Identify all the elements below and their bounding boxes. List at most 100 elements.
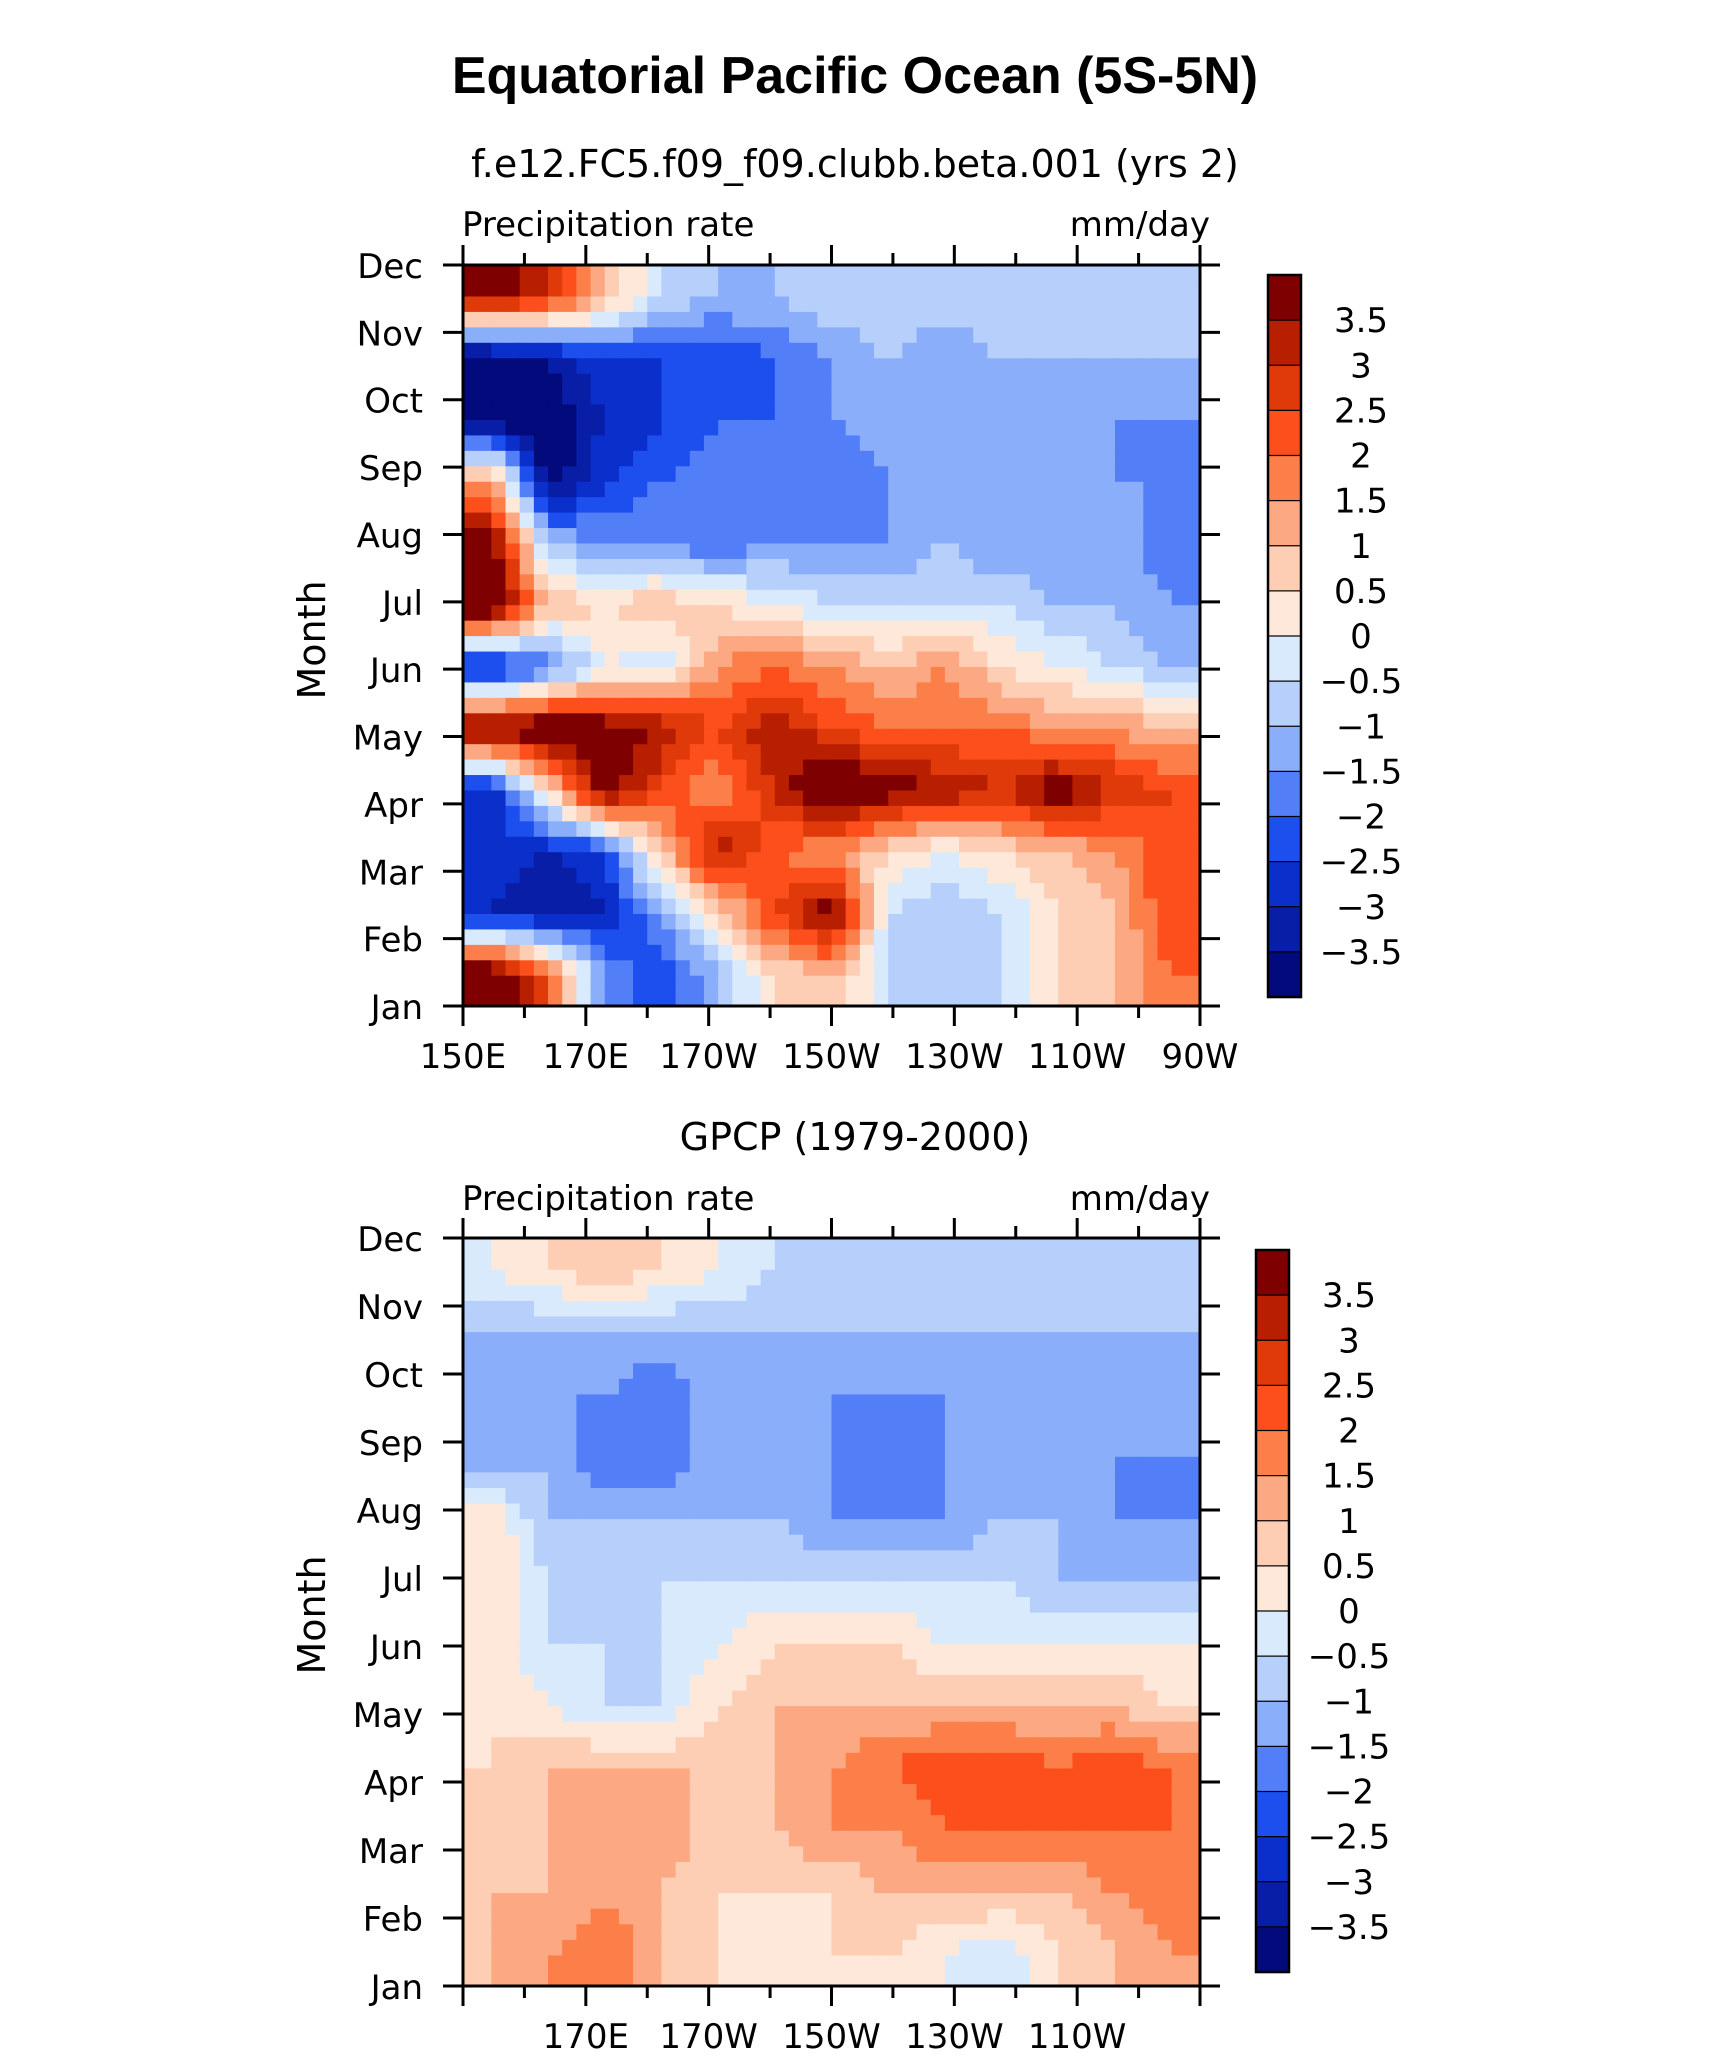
contour-cell bbox=[1044, 1456, 1059, 1473]
contour-cell bbox=[1114, 1627, 1130, 1644]
contour-cell bbox=[788, 620, 804, 637]
contour-cell bbox=[590, 774, 606, 791]
contour-cell bbox=[1100, 851, 1116, 868]
contour-cell bbox=[1029, 589, 1045, 606]
contour-cell bbox=[548, 1315, 563, 1333]
contour-cell bbox=[746, 635, 762, 652]
contour-cell bbox=[703, 1596, 719, 1613]
contour-cell bbox=[1157, 805, 1173, 822]
contour-cell bbox=[746, 1908, 762, 1925]
contour-cell bbox=[689, 589, 705, 606]
contour-cell bbox=[703, 450, 719, 467]
contour-cell bbox=[944, 419, 960, 436]
contour-cell bbox=[463, 1689, 478, 1707]
contour-cell bbox=[845, 1954, 861, 1972]
contour-cell bbox=[732, 373, 748, 390]
contour-cell bbox=[604, 975, 620, 992]
contour-cell bbox=[803, 650, 818, 667]
contour-cell bbox=[519, 1425, 535, 1442]
contour-cell bbox=[845, 1767, 861, 1785]
contour-cell bbox=[1157, 1393, 1173, 1411]
contour-cell bbox=[1185, 265, 1201, 282]
contour-cell bbox=[590, 789, 606, 806]
contour-cell bbox=[576, 820, 592, 837]
contour-cell bbox=[1029, 1378, 1045, 1395]
contour-cell bbox=[604, 774, 620, 791]
contour-cell bbox=[1072, 1689, 1088, 1707]
contour-cell bbox=[973, 928, 988, 945]
contour-cell bbox=[576, 1456, 592, 1473]
contour-cell bbox=[548, 805, 563, 822]
contour-cell bbox=[1072, 1970, 1088, 1987]
contour-cell bbox=[888, 311, 903, 328]
contour-cell bbox=[618, 1970, 634, 1987]
contour-cell bbox=[944, 1565, 960, 1582]
contour-cell bbox=[1129, 512, 1144, 529]
contour-cell bbox=[675, 604, 691, 621]
contour-cell bbox=[959, 1876, 974, 1894]
contour-cell bbox=[1129, 1471, 1144, 1488]
contour-cell bbox=[817, 1471, 833, 1488]
contour-cell bbox=[1100, 1362, 1116, 1379]
contour-cell bbox=[888, 897, 903, 914]
contour-cell bbox=[1185, 774, 1201, 791]
contour-cell bbox=[633, 527, 648, 544]
contour-cell bbox=[916, 728, 932, 745]
contour-cell bbox=[604, 836, 620, 853]
contour-cell bbox=[505, 851, 521, 868]
contour-cell bbox=[703, 481, 719, 498]
contour-cell bbox=[774, 1596, 790, 1613]
contour-cell bbox=[746, 265, 762, 282]
contour-cell bbox=[1029, 867, 1045, 884]
contour-cell bbox=[477, 1861, 492, 1878]
contour-cell bbox=[774, 1253, 790, 1270]
contour-cell bbox=[633, 1393, 648, 1411]
contour-cell bbox=[1044, 1830, 1059, 1847]
contour-cell bbox=[661, 712, 677, 729]
contour-cell bbox=[788, 928, 804, 945]
contour-cell bbox=[590, 944, 606, 961]
contour-cell bbox=[973, 403, 988, 420]
contour-cell bbox=[987, 1347, 1003, 1364]
contour-cell bbox=[1157, 1502, 1173, 1520]
contour-cell bbox=[1044, 403, 1059, 420]
contour-cell bbox=[689, 836, 705, 853]
contour-cell bbox=[831, 357, 847, 374]
contour-cell bbox=[590, 1612, 606, 1629]
contour-cell bbox=[618, 897, 634, 914]
contour-cell bbox=[533, 620, 549, 637]
contour-cell bbox=[817, 1580, 833, 1598]
contour-cell bbox=[1185, 1674, 1201, 1691]
contour-cell bbox=[590, 481, 606, 498]
contour-cell bbox=[1044, 620, 1059, 637]
contour-cell bbox=[463, 1830, 478, 1847]
contour-cell bbox=[817, 1425, 833, 1442]
contour-cell bbox=[647, 1845, 663, 1862]
contour-cell bbox=[533, 712, 549, 729]
contour-cell bbox=[1143, 1378, 1159, 1395]
contour-cell bbox=[746, 1783, 762, 1800]
contour-cell bbox=[1015, 728, 1031, 745]
contour-cell bbox=[548, 836, 563, 853]
contour-cell bbox=[661, 774, 677, 791]
contour-cell bbox=[505, 326, 521, 343]
contour-cell bbox=[1044, 1440, 1059, 1457]
contour-cell bbox=[505, 650, 521, 667]
contour-cell bbox=[902, 295, 918, 312]
contour-cell bbox=[533, 913, 549, 930]
contour-cell bbox=[874, 481, 889, 498]
contour-cell bbox=[1114, 1596, 1130, 1613]
contour-cell bbox=[987, 820, 1003, 837]
contour-cell bbox=[718, 1456, 733, 1473]
contour-cell bbox=[1171, 1425, 1187, 1442]
contour-cell bbox=[1044, 1580, 1059, 1598]
contour-cell bbox=[1058, 1876, 1074, 1894]
contour-cell bbox=[1044, 1518, 1059, 1535]
contour-cell bbox=[477, 373, 492, 390]
contour-cell bbox=[533, 1502, 549, 1520]
contour-cell bbox=[1157, 1347, 1173, 1364]
contour-cell bbox=[1058, 1814, 1074, 1831]
contour-cell bbox=[788, 1705, 804, 1722]
contour-cell bbox=[1015, 1549, 1031, 1566]
contour-cell bbox=[1029, 1565, 1045, 1582]
